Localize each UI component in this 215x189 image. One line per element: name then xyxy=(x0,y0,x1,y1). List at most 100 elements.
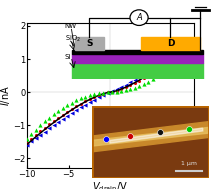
Point xyxy=(105,137,108,140)
Point xyxy=(138,75,141,78)
Point xyxy=(97,92,101,95)
Point xyxy=(97,96,101,99)
Point xyxy=(192,40,195,43)
Point xyxy=(48,123,51,126)
Point xyxy=(48,127,51,130)
Point xyxy=(61,118,65,121)
Point xyxy=(120,88,123,91)
Point xyxy=(129,84,132,87)
Point xyxy=(57,121,60,124)
Point xyxy=(106,91,110,94)
Point xyxy=(25,141,29,144)
Point xyxy=(187,44,191,47)
Point xyxy=(70,101,74,104)
Point xyxy=(84,103,87,106)
Point xyxy=(25,143,29,146)
Bar xyxy=(72,50,203,53)
Point xyxy=(138,79,141,82)
Point xyxy=(133,86,137,89)
Point xyxy=(57,116,60,119)
Point xyxy=(133,82,137,85)
Point xyxy=(147,70,150,73)
Point xyxy=(111,91,114,94)
Point xyxy=(88,101,92,104)
Point xyxy=(169,54,173,57)
Point xyxy=(111,90,114,93)
Point xyxy=(102,91,105,94)
Point xyxy=(158,131,161,134)
Point xyxy=(192,38,195,41)
Point xyxy=(39,124,42,127)
Point xyxy=(66,110,69,113)
Bar xyxy=(72,53,203,63)
Point xyxy=(106,91,110,94)
Point xyxy=(79,106,83,109)
Point xyxy=(52,120,56,123)
Point xyxy=(61,113,65,116)
Point xyxy=(120,86,123,89)
Point xyxy=(169,65,173,68)
Point xyxy=(174,55,177,58)
Point xyxy=(165,57,168,60)
Point xyxy=(160,72,164,75)
Point xyxy=(120,90,123,93)
Point xyxy=(178,48,182,51)
Point xyxy=(48,116,51,119)
Point xyxy=(192,44,195,47)
Point xyxy=(160,65,164,68)
Point xyxy=(128,135,131,138)
Point xyxy=(151,67,155,70)
Point xyxy=(97,94,101,97)
Point xyxy=(133,78,137,81)
Point xyxy=(142,82,146,85)
Point xyxy=(187,127,190,130)
Point xyxy=(34,128,38,131)
Point xyxy=(75,105,78,108)
Polygon shape xyxy=(110,128,203,143)
X-axis label: $V_\mathrm{drain}$/V: $V_\mathrm{drain}$/V xyxy=(92,180,128,189)
Bar xyxy=(75,37,104,50)
Y-axis label: $I$/nA: $I$/nA xyxy=(0,85,12,106)
Point xyxy=(156,64,159,67)
Point xyxy=(142,77,146,80)
Point xyxy=(129,81,132,84)
Text: A: A xyxy=(136,13,142,22)
Point xyxy=(52,124,56,127)
Point xyxy=(88,94,92,97)
Point xyxy=(178,51,182,54)
Point xyxy=(160,61,164,64)
Point xyxy=(138,84,141,87)
Point xyxy=(115,88,119,91)
Point xyxy=(43,120,47,123)
Point xyxy=(79,102,83,105)
Bar xyxy=(72,63,203,79)
Point xyxy=(165,69,168,72)
Point xyxy=(183,45,186,48)
Point xyxy=(142,73,146,76)
Point xyxy=(115,90,119,93)
Point xyxy=(93,95,96,98)
Point xyxy=(93,98,96,101)
Point xyxy=(57,109,60,112)
Point xyxy=(129,88,132,91)
Point xyxy=(43,130,47,133)
Text: Si: Si xyxy=(65,54,71,60)
Point xyxy=(124,89,128,92)
Point xyxy=(169,58,173,61)
Point xyxy=(147,74,150,77)
Point xyxy=(30,140,33,143)
Point xyxy=(66,115,69,118)
Point xyxy=(61,106,65,109)
Point xyxy=(34,133,38,136)
Polygon shape xyxy=(92,122,209,152)
Polygon shape xyxy=(92,127,209,146)
Point xyxy=(66,104,69,107)
Point xyxy=(151,71,155,74)
Point xyxy=(111,90,114,93)
Point xyxy=(174,51,177,54)
Point xyxy=(88,97,92,100)
Point xyxy=(151,78,155,81)
Text: S: S xyxy=(86,39,93,48)
Text: NW: NW xyxy=(65,23,77,29)
Point xyxy=(115,89,119,92)
